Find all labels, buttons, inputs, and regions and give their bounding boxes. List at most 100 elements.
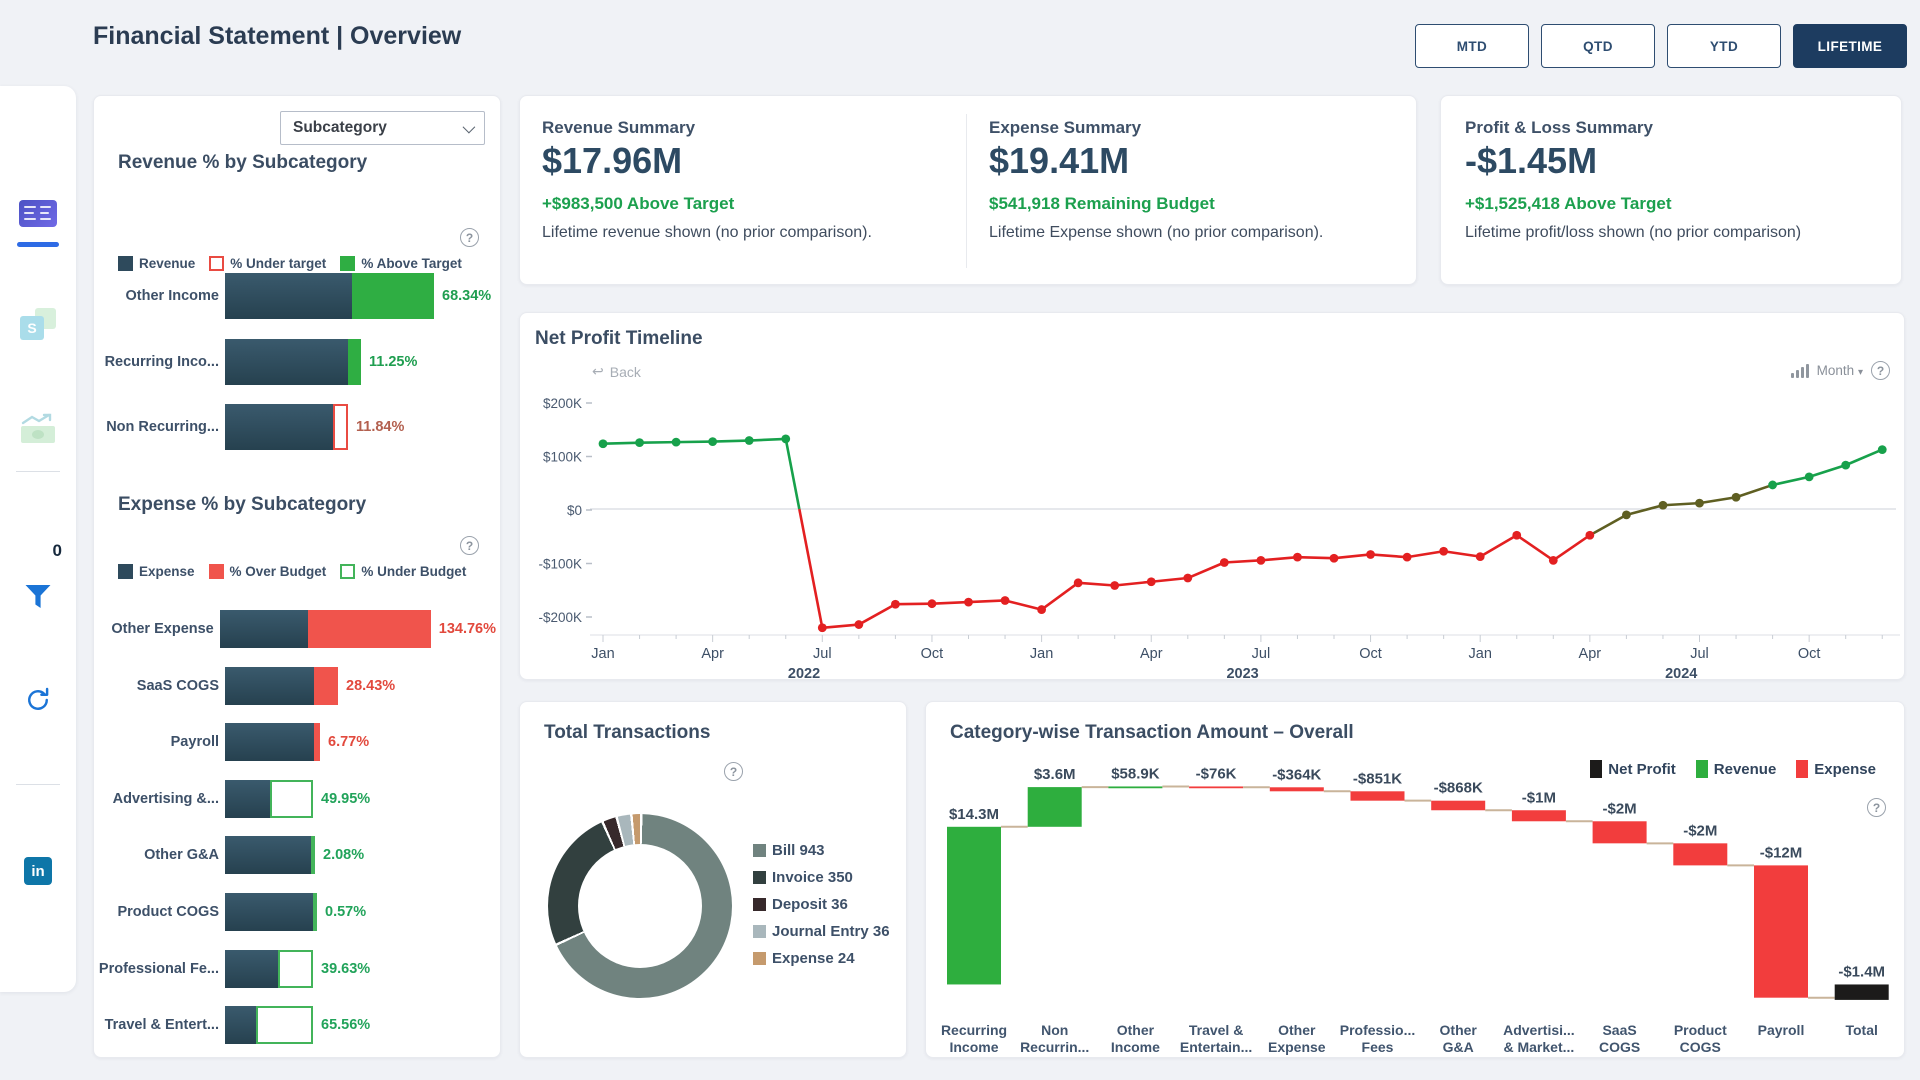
revenue-help-icon[interactable]: ? [460,228,479,247]
timeline-point[interactable] [708,437,718,446]
bar-row[interactable]: Other G&A 2.08% [98,836,496,875]
timeline-point[interactable] [1585,530,1595,540]
waterfall-bar[interactable] [1189,786,1244,789]
svg-text:-$200K: -$200K [538,610,582,625]
pl-summary-value: -$1.45M [1465,140,1598,181]
timeline-point[interactable] [1146,577,1156,587]
expense-help-icon[interactable]: ? [460,536,479,555]
svg-text:-$851K: -$851K [1353,770,1402,787]
bar-row[interactable]: Product COGS 0.57% [98,893,496,931]
timeline-point[interactable] [1695,498,1704,508]
bar-row[interactable]: Advertising &... 49.95% [98,779,496,818]
waterfall-bar[interactable] [1673,843,1728,866]
bar-row[interactable]: Recurring Inco... 11.25% [98,338,496,385]
svg-text:Other: Other [1278,1022,1316,1038]
waterfall-help-icon[interactable]: ? [1867,798,1886,817]
waterfall-bar[interactable] [1108,786,1163,789]
legend-label: Invoice 350 [772,869,853,886]
bar-base-segment [225,1006,256,1045]
timeline-point[interactable] [1110,581,1120,590]
timeline-point[interactable] [1402,552,1412,562]
timeline-point[interactable] [1841,460,1851,470]
timeline-point[interactable] [781,434,791,444]
waterfall-bar[interactable] [1834,984,1889,1000]
revenue-summary-title: Revenue Summary [542,118,696,137]
bar-row[interactable]: Payroll 6.77% [98,723,496,762]
donut-title: Total Transactions [544,722,711,743]
back-button[interactable]: ↩ Back [592,363,641,380]
donut-legend-item: Bill 943 [753,842,890,859]
back-arrow-icon: ↩ [592,363,604,379]
donut-help-icon[interactable]: ? [724,762,743,781]
timeline-point[interactable] [1475,552,1485,562]
timeline-point[interactable] [927,599,937,609]
timeline-point[interactable] [1073,578,1083,588]
waterfall-bar[interactable] [1269,787,1324,792]
legend-label: Revenue [139,256,196,271]
timeline-point[interactable] [1731,492,1741,502]
period-button-lifetime[interactable]: LIFETIME [1793,24,1907,68]
sidebar-item-refresh[interactable] [0,686,76,714]
waterfall-bar[interactable] [1350,791,1405,801]
bar-category-label: SaaS COGS [136,677,219,694]
timeline-point[interactable] [1512,530,1522,540]
waterfall-legend: Net Profit Revenue Expense [1590,760,1876,778]
timeline-point[interactable] [671,437,681,447]
timeline-point[interactable] [635,438,644,448]
timeline-point[interactable] [1439,546,1449,556]
waterfall-bar[interactable] [1431,800,1486,811]
filter-count-badge: 0 [52,541,62,560]
profit-loss-card: Profit & Loss Summary -$1.45M +$1,525,41… [1440,95,1902,285]
sidebar-item-dashboard[interactable] [0,200,76,227]
timeline-point[interactable] [1329,553,1339,563]
timeline-point[interactable] [891,599,900,609]
svg-text:-$2M: -$2M [1683,822,1717,839]
waterfall-bar[interactable] [1511,810,1566,822]
timeline-point[interactable] [1622,510,1631,520]
timeline-point[interactable] [744,436,754,445]
waterfall-bar[interactable] [1592,821,1647,844]
sidebar-item-linkedin[interactable]: in [0,857,76,885]
sidebar-item-cashflow[interactable] [0,413,76,443]
donut-legend-item: Expense 24 [753,950,890,967]
timeline-point[interactable] [1256,555,1266,565]
bar-row[interactable]: Non Recurring... 11.84% [98,404,496,450]
timeline-point[interactable] [1000,596,1010,605]
timeline-point[interactable] [1768,480,1777,490]
timeline-point[interactable] [1293,552,1302,562]
svg-text:Jan: Jan [1469,646,1492,662]
timeline-point[interactable] [964,597,973,607]
bar-row[interactable]: Other Income 68.34% [98,273,496,319]
timeline-point[interactable] [1219,558,1229,567]
timeline-point[interactable] [1804,472,1814,482]
bar-row[interactable]: Travel & Entert... 65.56% [98,1006,496,1045]
timeline-point[interactable] [817,623,827,633]
timeline-point[interactable] [1548,555,1558,565]
back-label: Back [609,363,641,380]
timeline-point[interactable] [1037,605,1046,614]
bar-row[interactable]: SaaS COGS 28.43% [98,666,496,705]
transactions-donut-chart[interactable] [548,814,732,998]
legend-swatch [1590,760,1603,778]
period-button-mtd[interactable]: MTD [1415,24,1529,68]
revenue-summary-note: Lifetime revenue shown (no prior compari… [542,224,872,241]
bar-base-segment [225,779,270,818]
subcategory-dropdown[interactable]: Subcategory [280,111,485,145]
period-button-qtd[interactable]: QTD [1541,24,1655,68]
period-button-ytd[interactable]: YTD [1667,24,1781,68]
sidebar-item-spreadsheet[interactable]: S [0,308,76,340]
timeline-point[interactable] [598,439,608,449]
timeline-point[interactable] [1658,500,1668,510]
timeline-point[interactable] [1183,573,1193,583]
timeline-point[interactable] [1877,445,1887,455]
waterfall-bar[interactable] [1754,865,1808,998]
timeline-help-icon[interactable]: ? [1871,361,1890,380]
granularity-dropdown[interactable]: Month ▾ [1816,363,1863,378]
timeline-point[interactable] [1366,550,1375,559]
timeline-point[interactable] [854,620,864,629]
sidebar-item-filter[interactable] [0,585,76,610]
bar-row[interactable]: Other Expense 134.76% [98,610,496,648]
waterfall-bar[interactable] [947,826,1001,985]
bar-row[interactable]: Professional Fe... 39.63% [98,949,496,988]
waterfall-bar[interactable] [1027,787,1082,827]
